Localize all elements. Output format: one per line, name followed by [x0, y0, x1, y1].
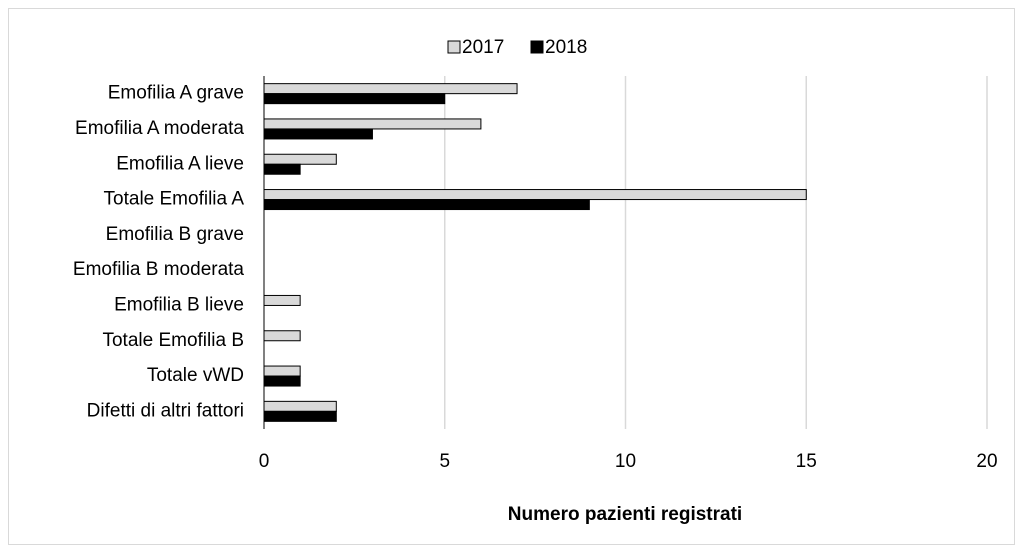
- y-tick-label: Totale vWD: [147, 365, 244, 386]
- bar: [263, 128, 373, 140]
- y-tick-label: Totale Emofilia B: [102, 330, 244, 351]
- y-tick-label: Emofilia B grave: [106, 224, 244, 245]
- x-tick-label: 5: [439, 451, 450, 472]
- bar: [263, 199, 590, 211]
- legend-label: 2018: [545, 37, 587, 58]
- bar: [263, 118, 482, 130]
- bar: [263, 189, 807, 201]
- x-tick-label: 15: [796, 451, 817, 472]
- y-tick-label: Emofilia B lieve: [114, 294, 244, 315]
- legend-swatch: [530, 40, 544, 54]
- bar: [263, 294, 301, 306]
- bar: [263, 400, 337, 412]
- y-tick-label: Emofilia A grave: [108, 83, 244, 104]
- chart-border: [8, 8, 1015, 545]
- bar: [263, 410, 337, 422]
- x-tick-label: 10: [615, 451, 636, 472]
- bar: [263, 163, 301, 175]
- bar: [263, 93, 446, 105]
- x-tick-label: 0: [259, 451, 270, 472]
- y-tick-label: Emofilia B moderata: [73, 259, 245, 280]
- y-tick-label: Totale Emofilia A: [104, 189, 245, 210]
- legend-swatch: [447, 40, 461, 54]
- bar: [263, 365, 301, 377]
- bar: [263, 153, 337, 165]
- y-tick-label: Emofilia A moderata: [75, 118, 244, 139]
- y-tick-label: Difetti di altri fattori: [87, 400, 244, 421]
- bar: [263, 375, 301, 387]
- bar: [263, 83, 518, 95]
- x-tick-label: 20: [976, 451, 997, 472]
- y-tick-label: Emofilia A lieve: [116, 153, 244, 174]
- bar: [263, 330, 301, 342]
- legend-label: 2017: [462, 37, 504, 58]
- x-axis-label: Numero pazienti registrati: [508, 504, 742, 525]
